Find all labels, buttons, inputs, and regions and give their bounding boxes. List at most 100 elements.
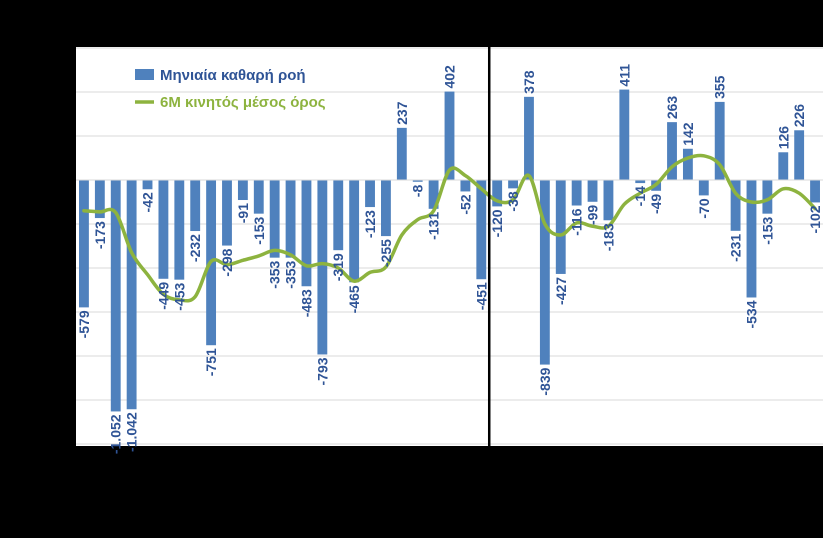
bar [94,180,105,219]
bar [444,91,455,180]
moving-average-line [82,153,817,303]
data-label: -465 [346,285,362,313]
legend: Μηνιαία καθαρή ροή 6M κινητός μέσος όρος [135,67,326,111]
bar [380,180,391,237]
data-label: -99 [585,205,601,225]
data-label: 378 [521,70,537,94]
legend-label-monthly-flow: Μηνιαία καθαρή ροή [160,67,306,84]
bar [587,180,598,202]
data-label: -42 [140,192,156,212]
bar [730,180,741,231]
data-label: -793 [314,357,330,385]
bar [333,180,344,251]
data-label: -102 [807,205,823,233]
data-label: 237 [394,101,410,125]
bar [476,180,487,280]
data-label: 263 [664,96,680,120]
data-label: -231 [728,234,744,262]
bar [714,101,725,180]
bar [635,180,646,184]
data-label: -8 [410,185,426,198]
bar [794,130,805,180]
bar [778,152,789,180]
data-label: 126 [775,126,791,150]
data-label: -116 [569,208,585,235]
data-label: -91 [235,203,251,223]
gridlines [76,47,823,445]
data-label: -839 [537,367,553,395]
bar [142,180,153,190]
data-label: -49 [648,194,664,214]
data-label: -451 [473,282,489,310]
legend-label-moving-average: 6M κινητός μέσος όρος [160,94,326,111]
data-label: -38 [505,191,521,211]
bar [571,180,582,206]
data-label: -120 [489,209,505,237]
data-label: -751 [203,348,219,376]
data-labels: -579 -173 -1.052 -1.042 -42 -449 -453 -232 -751 -… [76,64,823,454]
bar [174,180,185,280]
bar [698,180,709,196]
bar [396,127,407,180]
data-label: -1.052 [108,414,124,454]
data-label: 355 [712,75,728,99]
bar [746,180,757,298]
bar [110,180,121,412]
bar [222,180,232,246]
bar [285,180,296,258]
bar [79,180,89,308]
bar [301,180,312,287]
data-label: -14 [632,186,648,206]
data-label: -534 [743,300,759,328]
bar [460,180,471,192]
bar [619,89,630,180]
bar [349,180,360,283]
data-label: -183 [600,223,616,251]
bar [667,122,677,180]
bar [810,180,820,203]
data-label: -453 [171,282,187,310]
bar [539,180,550,365]
bar [269,180,280,258]
data-label: -319 [330,253,346,281]
data-label: -123 [362,210,378,238]
data-label: -131 [426,212,442,240]
bar [682,148,693,180]
bar [508,180,519,189]
bar [603,180,614,221]
bar [158,180,169,279]
data-label: -427 [553,277,569,305]
bar [412,180,423,182]
data-label: -1.042 [124,412,140,452]
data-label: 402 [442,65,458,89]
bar [317,180,328,355]
data-label: -153 [251,216,267,244]
bar-series [79,89,820,412]
data-label: -153 [759,216,775,244]
data-label: -70 [696,198,712,218]
data-label: -173 [92,221,108,249]
bar [365,180,375,208]
data-label: -353 [267,260,283,288]
data-label: -579 [76,310,92,338]
data-label: 226 [791,104,807,128]
data-label: -483 [298,289,314,317]
bar [126,180,137,410]
data-label: -52 [457,194,473,214]
legend-swatch-bar [135,69,154,80]
data-label: -298 [219,248,235,276]
bar [492,180,503,207]
bar [428,180,439,209]
bar [524,96,534,180]
bar [237,180,248,201]
bar [762,180,773,214]
bar [190,180,201,232]
data-label: -449 [155,282,171,310]
data-label: -353 [283,260,299,288]
bar [555,180,566,274]
bar [253,180,264,214]
data-label: 142 [680,122,696,146]
data-label: -232 [187,234,203,262]
data-label: -255 [378,239,394,267]
